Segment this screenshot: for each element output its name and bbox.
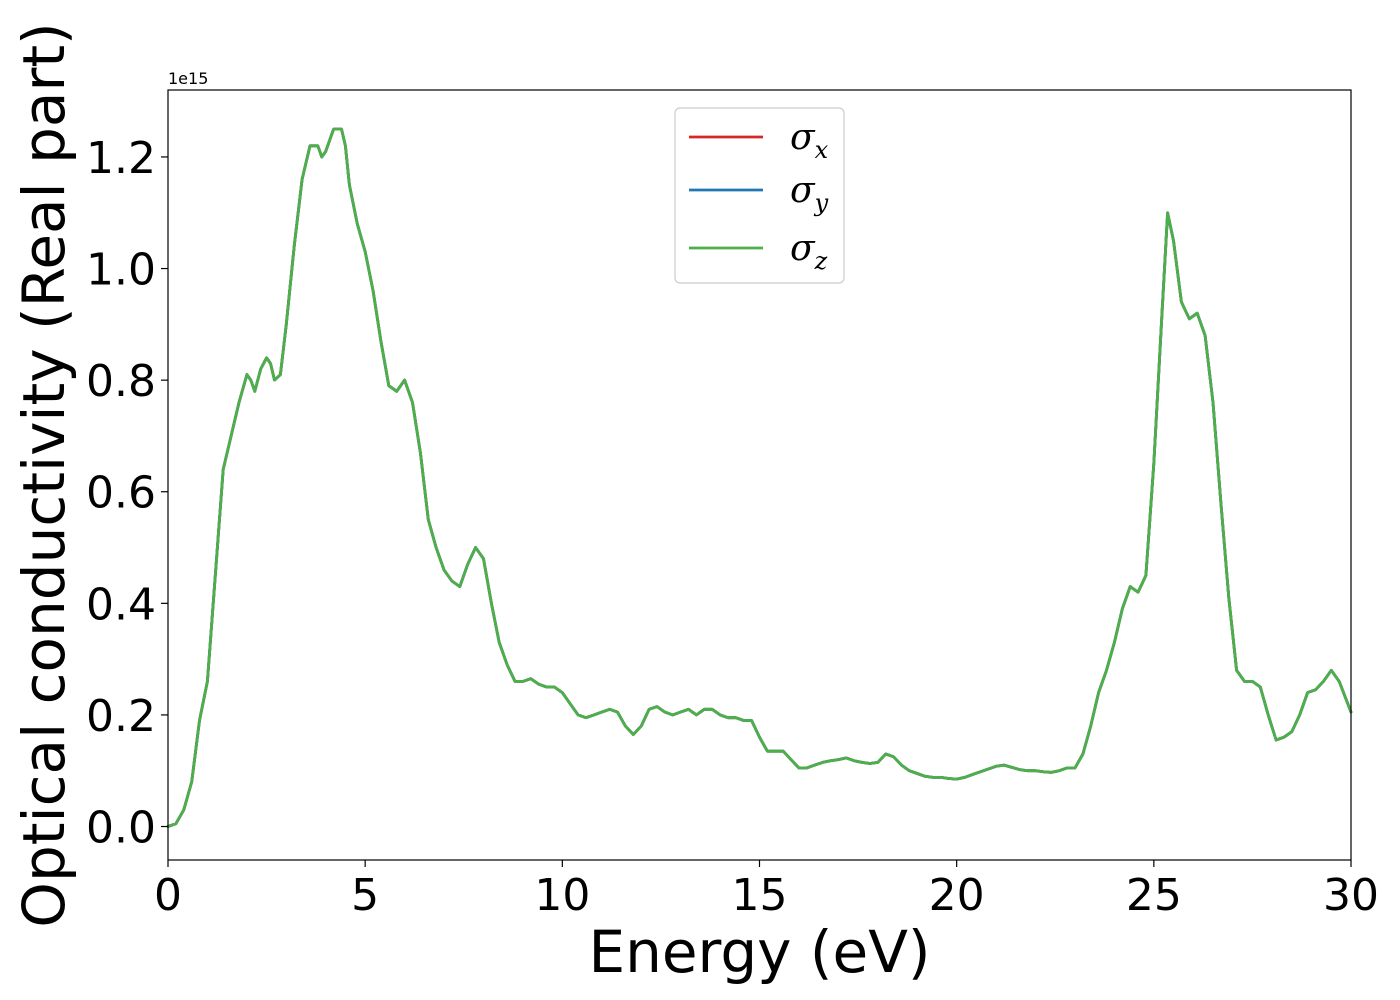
y-offset-label: 1e15 [168, 69, 208, 88]
y-tick-label: 1.2 [86, 133, 156, 184]
y-tick-label: 0.6 [86, 468, 156, 519]
y-tick-label: 1.0 [86, 245, 156, 296]
x-tick-label: 25 [1126, 870, 1182, 921]
legend-label-y: σy [790, 170, 829, 217]
legend-frame [674, 107, 845, 284]
x-axis-title: Energy (eV) [588, 918, 930, 986]
x-tick-label: 15 [732, 870, 788, 921]
legend: σx σy σz [674, 107, 845, 284]
legend-label-x: σx [790, 117, 829, 164]
series-line-z [166, 127, 1353, 828]
plot-lines [166, 127, 1353, 828]
y-tick-label: 0.8 [86, 356, 156, 407]
x-tick-label: 5 [351, 870, 379, 921]
y-axis-ticks: 0.0 0.2 0.4 0.6 0.8 1.0 1.2 [86, 133, 168, 854]
y-axis-title: Optical conductivity (Real part) [10, 22, 78, 927]
x-tick-label: 10 [534, 870, 590, 921]
x-axis-ticks: 0 5 10 15 20 25 30 [154, 860, 1379, 921]
x-tick-label: 20 [929, 870, 985, 921]
legend-label-z: σz [790, 228, 828, 275]
x-tick-label: 30 [1323, 870, 1379, 921]
x-tick-label: 0 [154, 870, 182, 921]
y-tick-label: 0.4 [86, 579, 156, 630]
y-tick-label: 0.0 [86, 803, 156, 854]
y-tick-label: 0.2 [86, 691, 156, 742]
